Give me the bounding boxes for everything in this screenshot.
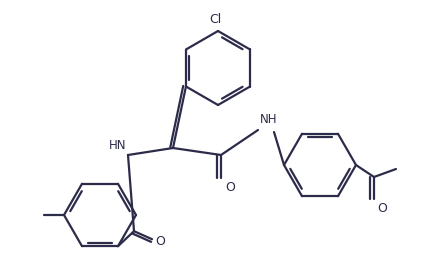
Text: HN: HN xyxy=(108,139,126,152)
Text: O: O xyxy=(155,235,165,248)
Text: Cl: Cl xyxy=(209,13,221,26)
Text: NH: NH xyxy=(260,113,278,126)
Text: O: O xyxy=(377,202,387,215)
Text: O: O xyxy=(225,181,235,194)
